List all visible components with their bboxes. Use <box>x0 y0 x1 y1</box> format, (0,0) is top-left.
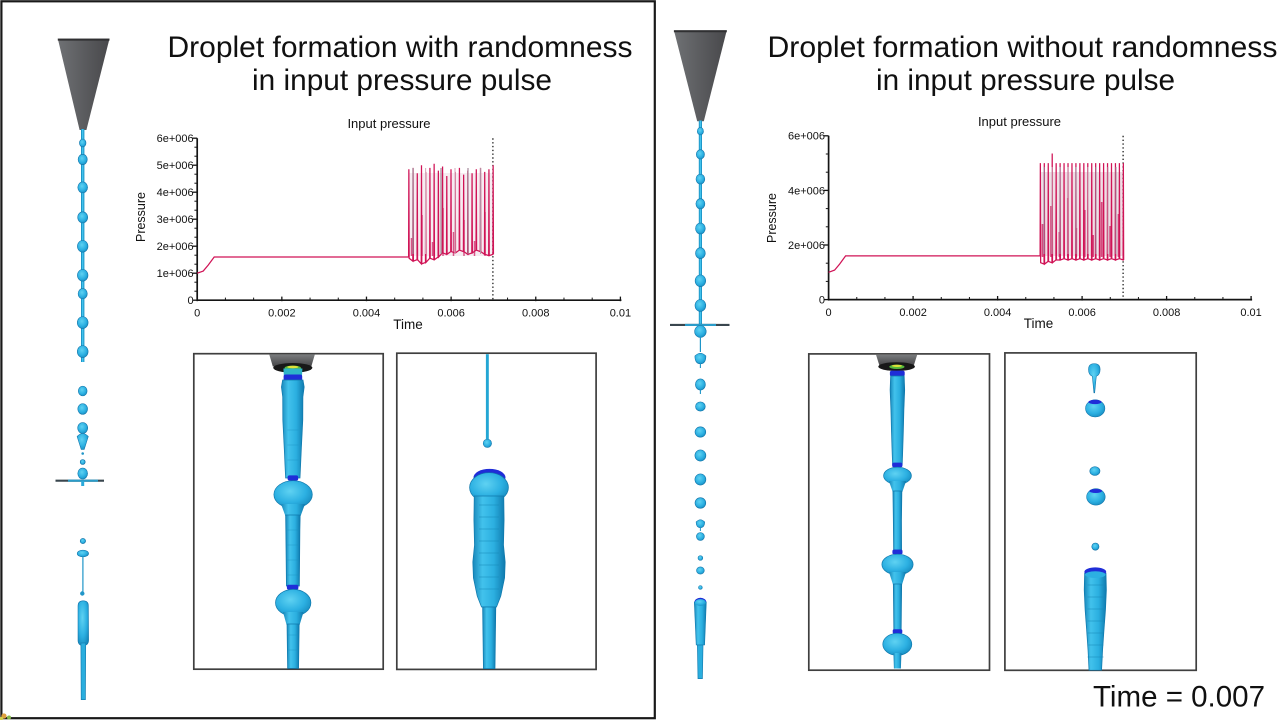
svg-text:4e+006: 4e+006 <box>788 185 825 197</box>
svg-text:Time = 0.007: Time = 0.007 <box>1093 681 1265 714</box>
svg-text:6e+006: 6e+006 <box>788 131 825 143</box>
svg-text:5e+006: 5e+006 <box>157 160 194 172</box>
svg-text:4e+006: 4e+006 <box>157 187 194 199</box>
svg-text:0: 0 <box>819 295 825 307</box>
svg-text:Droplet formation with randomn: Droplet formation with randomness <box>168 31 633 64</box>
svg-text:in input pressure pulse: in input pressure pulse <box>252 64 552 97</box>
svg-text:Time: Time <box>393 317 423 332</box>
svg-text:Pressure: Pressure <box>134 192 148 242</box>
svg-text:Input pressure: Input pressure <box>347 116 430 131</box>
svg-text:0.01: 0.01 <box>610 308 631 320</box>
svg-text:in input pressure pulse: in input pressure pulse <box>876 64 1175 97</box>
svg-text:1e+006: 1e+006 <box>157 268 194 280</box>
svg-text:0: 0 <box>826 307 832 319</box>
svg-text:0.006: 0.006 <box>437 308 465 320</box>
svg-text:0.004: 0.004 <box>984 307 1012 319</box>
svg-text:0: 0 <box>194 308 200 320</box>
svg-text:0.01: 0.01 <box>1240 307 1261 319</box>
svg-text:6e+006: 6e+006 <box>157 133 194 145</box>
svg-text:2e+006: 2e+006 <box>788 240 825 252</box>
svg-text:0.002: 0.002 <box>268 308 296 320</box>
svg-text:0.008: 0.008 <box>1153 307 1181 319</box>
svg-text:2e+006: 2e+006 <box>157 241 194 253</box>
svg-text:3e+006: 3e+006 <box>157 214 194 226</box>
svg-text:0.008: 0.008 <box>522 308 550 320</box>
svg-text:0: 0 <box>187 295 193 307</box>
svg-text:Time: Time <box>1024 316 1054 331</box>
svg-text:0.004: 0.004 <box>353 308 381 320</box>
svg-text:0.006: 0.006 <box>1068 307 1096 319</box>
svg-text:Pressure: Pressure <box>765 193 779 243</box>
svg-text:Droplet formation without rand: Droplet formation without randomness <box>768 31 1278 64</box>
svg-text:Input pressure: Input pressure <box>978 114 1061 129</box>
svg-text:0.002: 0.002 <box>899 307 927 319</box>
